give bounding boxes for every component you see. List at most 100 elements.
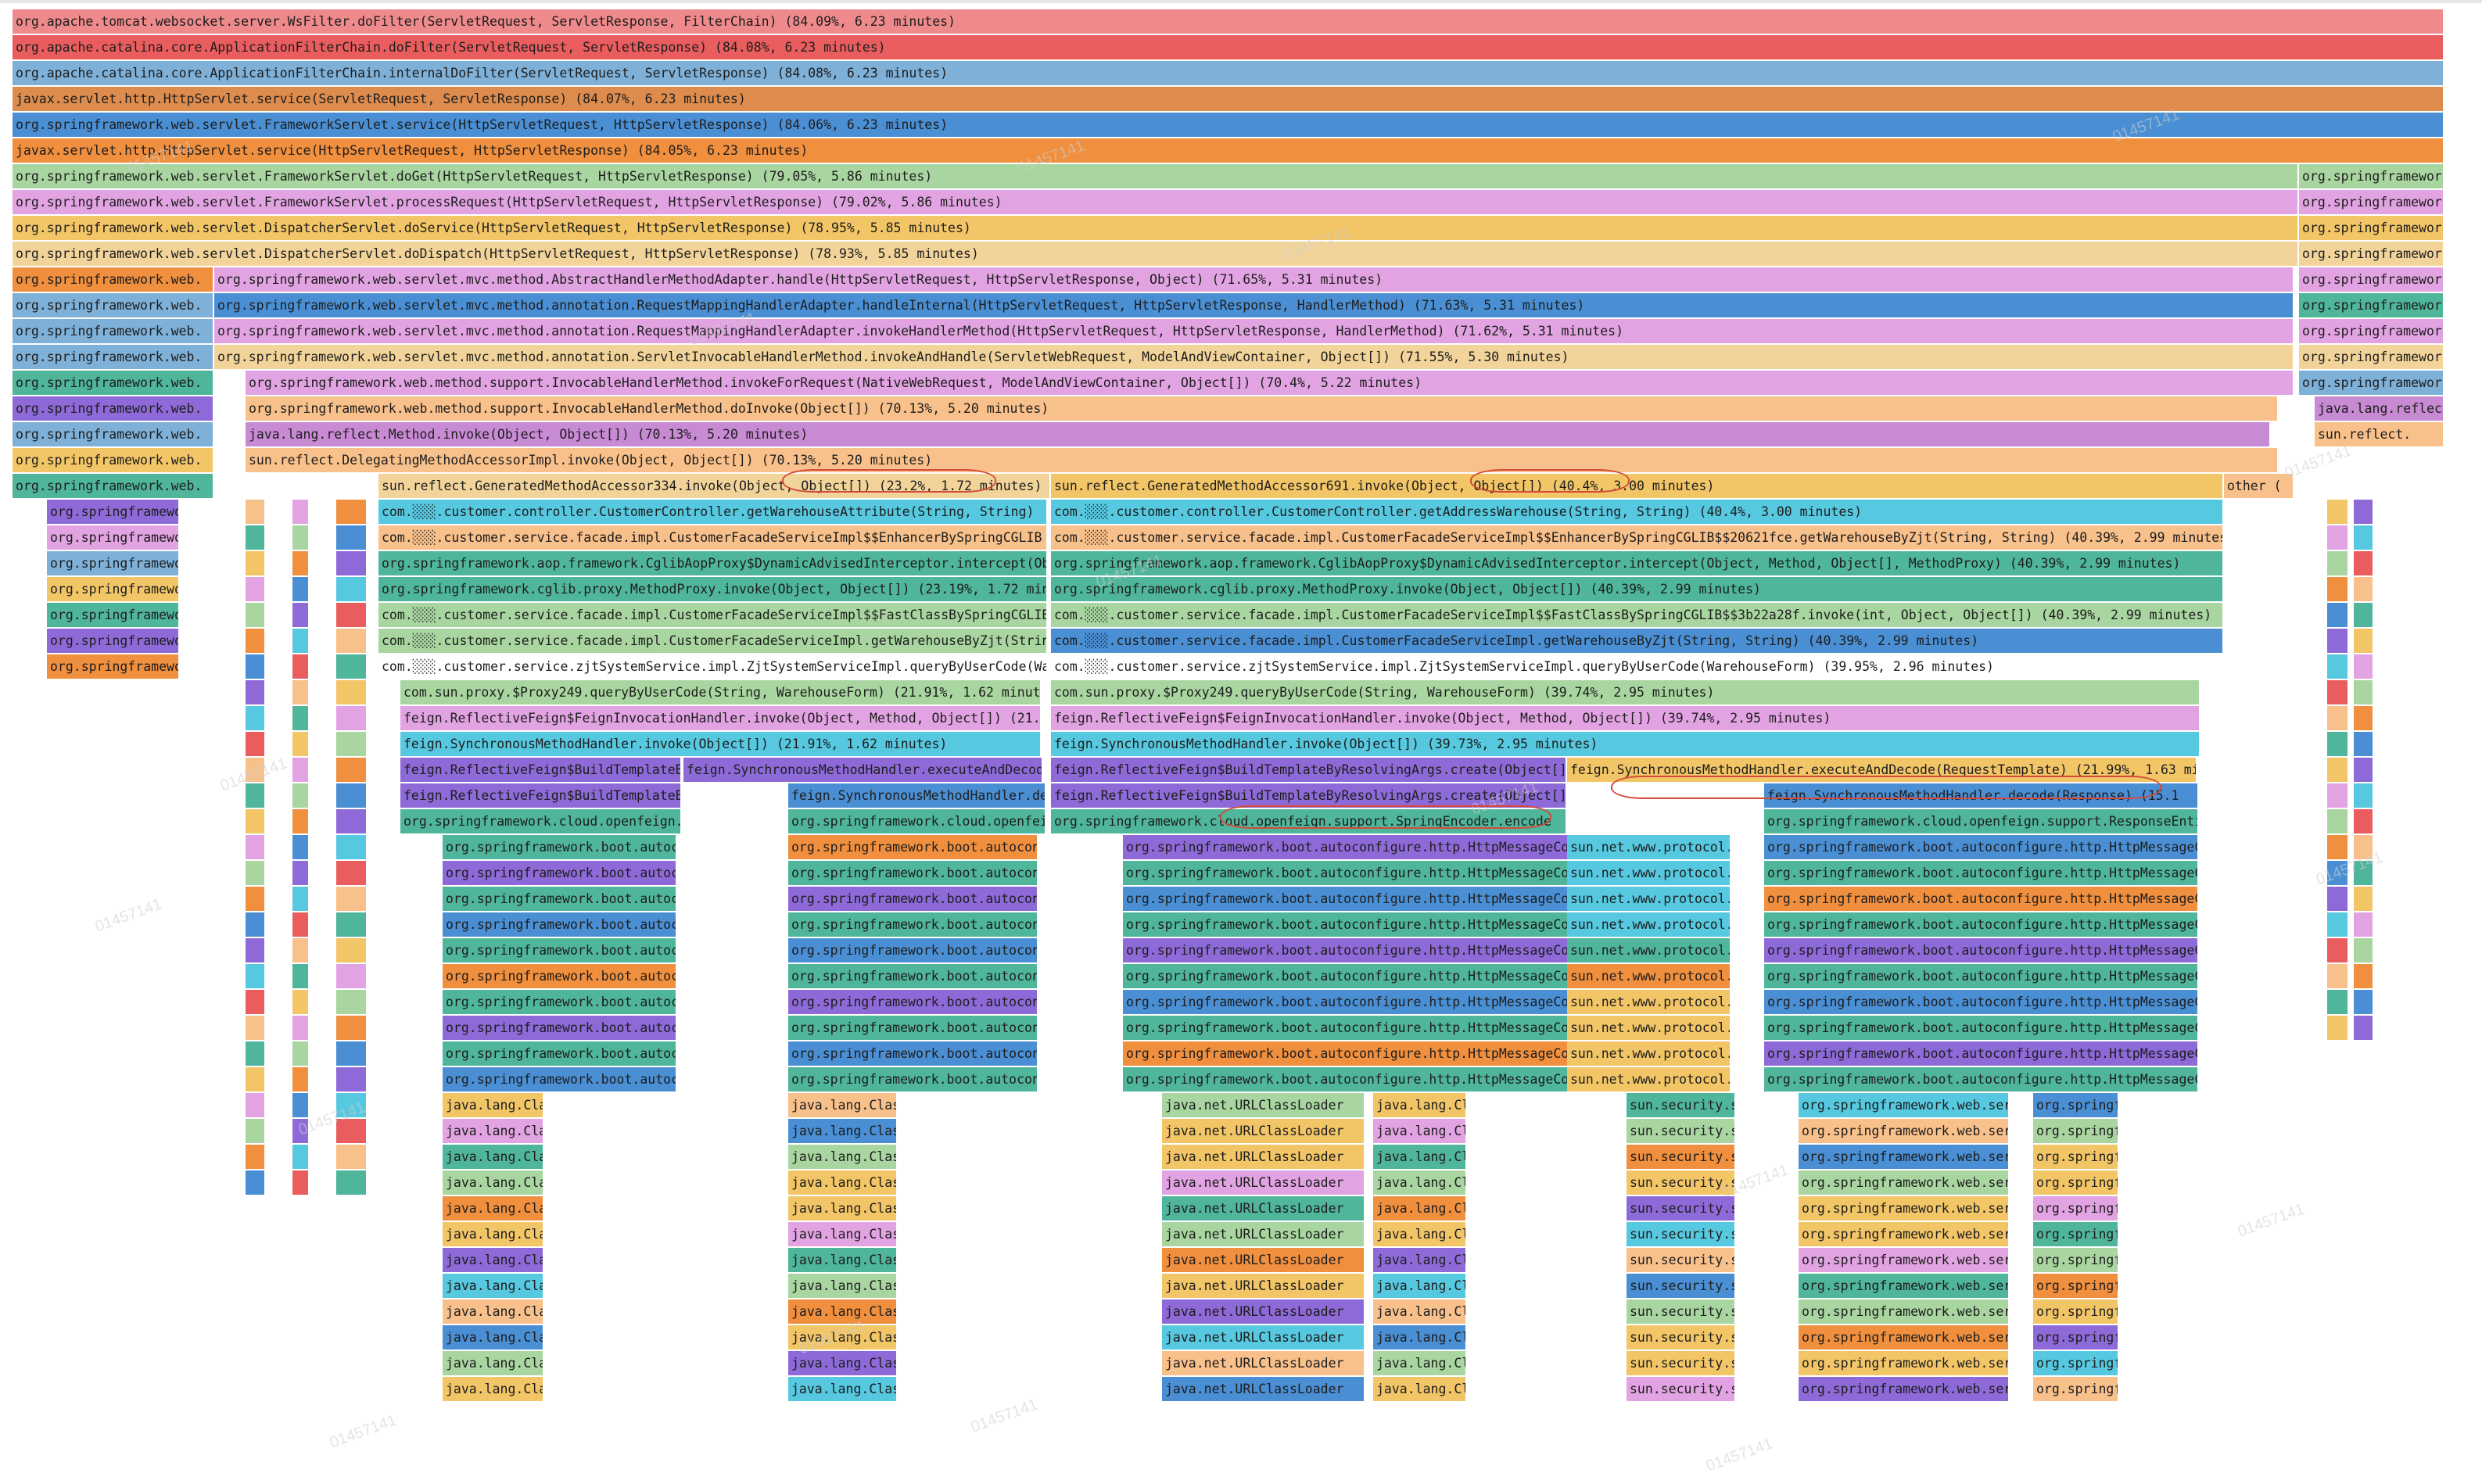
flame-frame[interactable]: org.springframework.web. <box>13 345 214 369</box>
flame-frame-small[interactable] <box>2354 629 2374 653</box>
flame-frame-small[interactable] <box>2327 809 2349 833</box>
flame-frame[interactable]: sun.net.www.protocol.http.HttpURLConnect… <box>1567 861 1731 885</box>
flame-frame[interactable]: org.springframework.boot.autoconfigure.h… <box>1764 1041 2199 1066</box>
flame-frame[interactable]: sun.reflect. <box>2315 422 2444 446</box>
flame-frame-small[interactable] <box>2354 990 2374 1014</box>
flame-frame[interactable]: java.lang.ClassLoader.loadClass(String) <box>788 1325 898 1350</box>
flame-frame-small[interactable] <box>292 577 310 601</box>
flame-frame-small[interactable] <box>336 964 368 988</box>
flame-frame-small[interactable] <box>292 500 310 524</box>
flame-frame[interactable]: org.springframework.boot.autoconfigure.h… <box>1764 1016 2199 1040</box>
flame-frame[interactable]: org.springframework.boot.autoconfigure.h… <box>1123 964 1569 988</box>
flame-frame[interactable]: java.lang.ClassLoader.loadClass(String) <box>788 1196 898 1221</box>
flame-frame[interactable]: feign.ReflectiveFeign$BuildTemplateByRes… <box>1051 783 1567 808</box>
flame-frame[interactable]: org.springframework.boot.autoconfigure.h… <box>788 938 1038 962</box>
flame-frame-small[interactable] <box>246 1093 266 1117</box>
flame-frame[interactable]: java.lang.Class.forName(String) <box>1373 1119 1467 1143</box>
flame-frame[interactable]: java.lang.Class.forName(String) <box>443 1274 544 1298</box>
flame-frame[interactable]: org.springframework.web.servlet.mvc.meth… <box>1799 1093 2010 1117</box>
flame-frame[interactable]: sun.security.ssl.SSLSocketImpl <box>1627 1274 1736 1298</box>
flame-frame[interactable]: org.springframework.http.converter <box>2033 1222 2119 1246</box>
flame-frame-small[interactable] <box>292 964 310 988</box>
flame-frame[interactable]: org.springframework.web.servlet.Dispatch… <box>13 242 2299 266</box>
flame-frame[interactable]: feign.ReflectiveFeign$BuildTemplateByRes… <box>400 758 682 782</box>
flame-frame[interactable]: org.springframework.boot.autoconfigure.h… <box>1123 1016 1569 1040</box>
flame-frame[interactable]: org.apache.tomcat.websocket.server.WsFil… <box>13 9 2444 34</box>
flame-frame[interactable]: org.springframework.web. <box>47 577 180 601</box>
flame-frame-small[interactable] <box>2354 654 2374 679</box>
flame-frame[interactable]: org.apache.catalina.core.ApplicationFilt… <box>13 61 2444 85</box>
flame-frame-small[interactable] <box>336 758 368 782</box>
flame-frame[interactable]: org.springframework.web.servlet.mvc.meth… <box>1799 1196 2010 1221</box>
flame-frame-small[interactable] <box>246 1119 266 1143</box>
flame-frame[interactable]: com.░░░.customer.service.facade.impl.Cus… <box>1051 629 2224 653</box>
flame-frame-small[interactable] <box>336 1119 368 1143</box>
flame-frame[interactable]: java.lang.ClassLoader.loadClass(String) <box>788 1299 898 1324</box>
flame-frame-small[interactable] <box>246 577 266 601</box>
flame-frame-small[interactable] <box>2354 835 2374 859</box>
flame-frame-small[interactable] <box>292 1119 310 1143</box>
flame-frame-small[interactable] <box>246 629 266 653</box>
flame-frame[interactable]: java.lang.Class.forName(String) <box>443 1377 544 1401</box>
flame-frame[interactable]: com.sun.proxy.$Proxy249.queryByUserCode(… <box>400 680 1042 704</box>
flame-frame[interactable]: org.springframework.boot.autoconfigure.h… <box>1764 990 2199 1014</box>
flame-frame-small[interactable] <box>336 861 368 885</box>
flame-frame-small[interactable] <box>292 835 310 859</box>
flame-frame[interactable]: org.springframework.boot.autoconfigure.h… <box>1123 990 1569 1014</box>
flame-frame[interactable]: org.springframework.cglib.proxy.MethodPr… <box>1051 577 2224 601</box>
flame-frame[interactable]: javax.servlet.http.HttpServlet.service(H… <box>13 138 2444 163</box>
flame-frame[interactable]: org.springframework.boot.autoconfigure.h… <box>443 1041 677 1066</box>
flame-frame-small[interactable] <box>2354 783 2374 808</box>
flame-frame-small[interactable] <box>2327 861 2349 885</box>
flame-frame-small[interactable] <box>292 732 310 756</box>
flame-frame[interactable]: sun.net.www.protocol.http.HttpURLConnect… <box>1567 912 1731 937</box>
flame-frame[interactable]: java.lang.Class.forName(String) <box>443 1299 544 1324</box>
flame-frame[interactable]: sun.security.ssl.SSLSocketImpl <box>1627 1119 1736 1143</box>
flame-frame-small[interactable] <box>2354 809 2374 833</box>
flame-frame-small[interactable] <box>336 629 368 653</box>
flame-frame[interactable]: org.springframework.boot.autoconfigure.h… <box>443 1016 677 1040</box>
flame-frame[interactable]: org.springframework.boot.autoconfigure.h… <box>1764 938 2199 962</box>
flame-frame-small[interactable] <box>292 1041 310 1066</box>
flame-frame-small[interactable] <box>292 887 310 911</box>
flame-frame[interactable]: org.springframework.web.servlet.Framewor… <box>2299 164 2444 188</box>
flame-frame-small[interactable] <box>336 1145 368 1169</box>
flame-frame-small[interactable] <box>2327 912 2349 937</box>
flame-frame[interactable]: org.springframework.cloud.openfeign.supp… <box>1051 809 1567 833</box>
flame-frame[interactable]: org.springframework.web. <box>47 629 180 653</box>
flame-frame[interactable]: org.springframework.http.converter <box>2033 1274 2119 1298</box>
flame-frame[interactable]: org.springframework.http.converter <box>2033 1170 2119 1195</box>
flame-frame[interactable]: java.net.URLClassLoader <box>1162 1196 1365 1221</box>
flame-frame[interactable]: java.lang.Class.forName(String) <box>443 1196 544 1221</box>
flame-frame[interactable]: java.lang.Class.forName(String) <box>1373 1145 1467 1169</box>
flame-frame[interactable]: org.springframework.web.servlet.mvc.meth… <box>2299 293 2444 317</box>
flame-frame[interactable]: com.░░░.customer.service.zjtSystemServic… <box>1051 654 2200 679</box>
flame-frame-small[interactable] <box>246 758 266 782</box>
flame-frame[interactable]: com.░░░.customer.service.facade.impl.Cus… <box>378 603 1048 627</box>
flame-frame[interactable]: java.lang.Class.forName(String) <box>1373 1170 1467 1195</box>
flame-frame[interactable]: org.springframework.boot.autoconfigure.h… <box>1123 835 1569 859</box>
flame-frame-small[interactable] <box>292 629 310 653</box>
flame-frame[interactable]: org.springframework.web.servlet.mvc.meth… <box>1799 1119 2010 1143</box>
flame-frame-small[interactable] <box>246 783 266 808</box>
flame-frame[interactable]: org.springframework.web.servlet.mvc.meth… <box>1799 1377 2010 1401</box>
flame-frame-small[interactable] <box>2327 887 2349 911</box>
flame-frame[interactable]: feign.ReflectiveFeign$BuildTemplateByRes… <box>1051 758 1567 782</box>
flame-frame-small[interactable] <box>292 809 310 833</box>
flame-frame-small[interactable] <box>246 990 266 1014</box>
flame-frame[interactable]: org.springframework.aop.framework.CglibA… <box>1051 551 2224 575</box>
flame-frame-small[interactable] <box>2327 603 2349 627</box>
flame-frame-small[interactable] <box>292 525 310 550</box>
flame-frame-small[interactable] <box>2354 758 2374 782</box>
flame-frame[interactable]: org.springframework.aop.framework.CglibA… <box>378 551 1048 575</box>
flame-frame[interactable]: org.springframework.web. <box>47 500 180 524</box>
flame-frame[interactable]: org.springframework.web.servlet.mvc.meth… <box>1799 1145 2010 1169</box>
flame-frame[interactable]: org.springframework.web. <box>13 448 214 472</box>
flame-frame[interactable]: java.lang.Class.forName(String) <box>1373 1222 1467 1246</box>
flame-frame[interactable]: java.net.URLClassLoader <box>1162 1351 1365 1375</box>
flame-frame[interactable]: org.springframework.cloud.openfeign.supp… <box>1764 809 2199 833</box>
flame-frame[interactable]: java.lang.ClassLoader.loadClass(String) <box>788 1119 898 1143</box>
flame-frame-small[interactable] <box>2327 964 2349 988</box>
flame-frame[interactable]: org.springframework.http.converter <box>2033 1119 2119 1143</box>
flame-frame[interactable]: java.lang.ClassLoader.loadClass(String) <box>788 1222 898 1246</box>
